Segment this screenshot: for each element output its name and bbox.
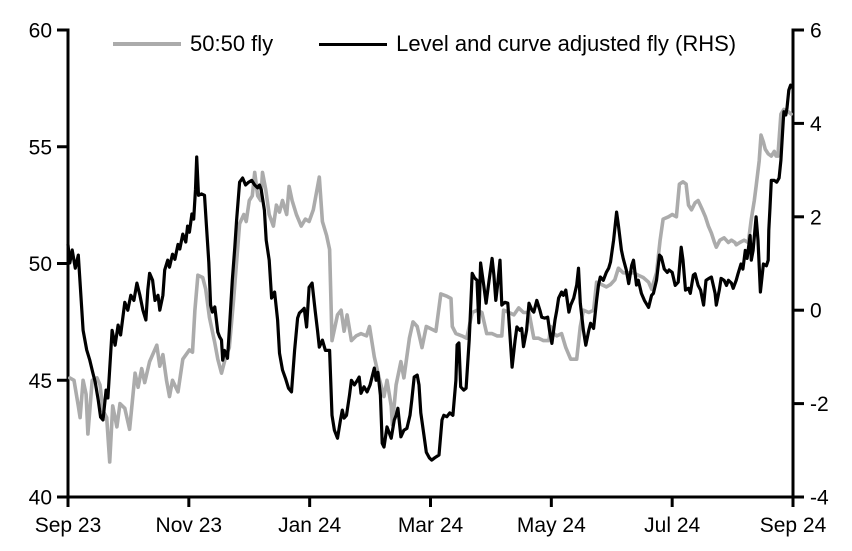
legend-label-5050-fly: 50:50 fly: [190, 31, 274, 56]
legend-item-5050-fly: 50:50 fly: [113, 33, 273, 55]
right-axis-tick-label: -4: [810, 487, 829, 510]
legend-label-adjusted-fly: Level and curve adjusted fly (RHS): [396, 31, 737, 56]
series-line-5050-fly: [68, 107, 794, 464]
black-line-swatch: [319, 42, 388, 46]
right-axis-tick-label: 2: [810, 206, 822, 229]
x-axis-tick-label: Jul 24: [644, 514, 700, 537]
left-axis-tick-label: 55: [29, 136, 52, 159]
legend-item-adjusted-fly: Level and curve adjusted fly (RHS): [319, 33, 736, 55]
right-axis-tick-label: -2: [810, 393, 829, 416]
right-axis-tick-label: 6: [810, 20, 822, 43]
axes-layer: 60 55 50 45 40 6 4 2 0 -2 -4 Sep 23 Nov 23 Jan 24 Mar …: [29, 20, 829, 538]
legend: 50:50 fly Level and curve adjusted fly (…: [113, 33, 736, 55]
left-axis-tick-label: 40: [29, 487, 52, 510]
x-axis-tick-label: Mar 24: [398, 514, 464, 537]
series-line-adjusted-fly: [66, 83, 793, 462]
x-axis-tick-label: May 24: [517, 514, 586, 537]
left-axis-tick-label: 45: [29, 370, 52, 393]
gray-line-swatch: [113, 42, 181, 46]
x-axis-tick-label: Nov 23: [156, 514, 223, 537]
left-axis-tick-label: 60: [29, 20, 52, 43]
right-axis-tick-label: 0: [810, 300, 822, 323]
x-axis-tick-label: Sep 24: [760, 514, 827, 537]
x-axis-tick-label: Jan 24: [278, 514, 341, 537]
x-axis-tick-label: Sep 23: [35, 514, 102, 537]
right-axis-tick-label: 4: [810, 113, 822, 136]
series-layer: [66, 83, 794, 464]
left-axis-tick-label: 50: [29, 253, 52, 276]
